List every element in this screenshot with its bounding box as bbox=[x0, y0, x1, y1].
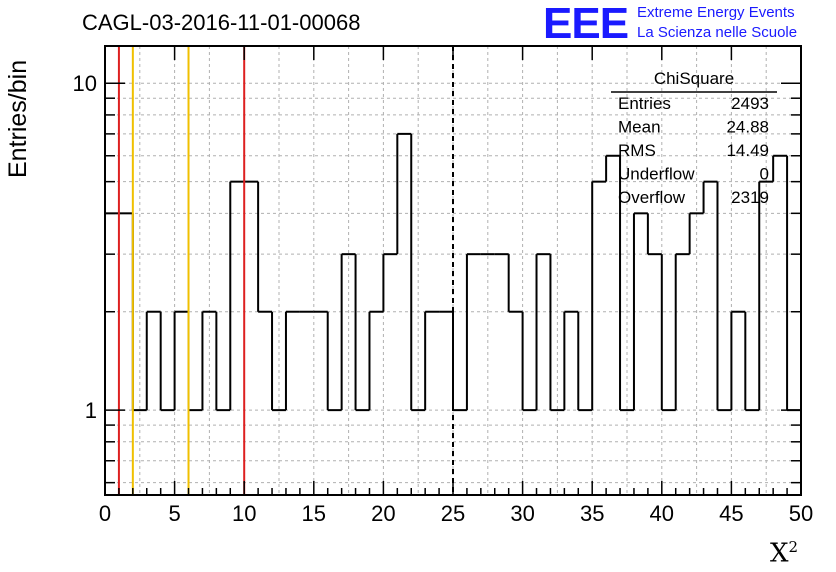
y-tick-label: 10 bbox=[73, 71, 97, 96]
x-tick-label: 40 bbox=[650, 501, 674, 526]
x-tick-label: 20 bbox=[371, 501, 395, 526]
stats-row-value: 24.88 bbox=[726, 118, 769, 137]
stats-row-value: 14.49 bbox=[726, 141, 769, 160]
org-name-line1: Extreme Energy Events bbox=[637, 4, 795, 21]
org-name-line2: La Scienza nelle Scuole bbox=[637, 24, 798, 41]
axis-ticks: 0 5 10 15 20 25 30 35 40 45 50 1 10 bbox=[73, 46, 813, 526]
stats-row-label: Overflow bbox=[618, 188, 686, 207]
x-axis-label-superscript: 2 bbox=[788, 538, 799, 556]
x-axis-label-base: X bbox=[770, 538, 789, 569]
grid-layer bbox=[105, 46, 801, 495]
stats-row-value: 2319 bbox=[731, 188, 769, 207]
stats-row-label: RMS bbox=[618, 141, 656, 160]
x-tick-label: 15 bbox=[302, 501, 326, 526]
x-tick-label: 45 bbox=[719, 501, 743, 526]
stats-row-value: 2493 bbox=[731, 94, 769, 113]
x-tick-label: 35 bbox=[580, 501, 604, 526]
stats-row-label: Entries bbox=[618, 94, 671, 113]
x-tick-label: 0 bbox=[99, 501, 111, 526]
histogram-title: CAGL-03-2016-11-01-00068 bbox=[82, 10, 361, 35]
marker-lines bbox=[117, 46, 454, 495]
x-tick-label: 25 bbox=[441, 501, 465, 526]
y-tick-label: 1 bbox=[85, 398, 97, 423]
histogram-bars bbox=[104, 132, 802, 495]
stats-row-label: Underflow bbox=[618, 165, 695, 184]
x-tick-label: 5 bbox=[168, 501, 180, 526]
stats-row-label: Mean bbox=[618, 118, 661, 137]
x-axis-label: X2 bbox=[770, 538, 798, 569]
x-tick-label: 50 bbox=[789, 501, 813, 526]
x-tick-label: 30 bbox=[510, 501, 534, 526]
x-tick-label: 10 bbox=[232, 501, 256, 526]
stats-box: ChiSquare Entries 2493 Mean 24.88 RMS 14.49 Un… bbox=[611, 69, 777, 207]
stats-row-value: 0 bbox=[760, 165, 769, 184]
eee-logo: EEE bbox=[543, 0, 629, 48]
stats-box-name: ChiSquare bbox=[654, 69, 734, 88]
